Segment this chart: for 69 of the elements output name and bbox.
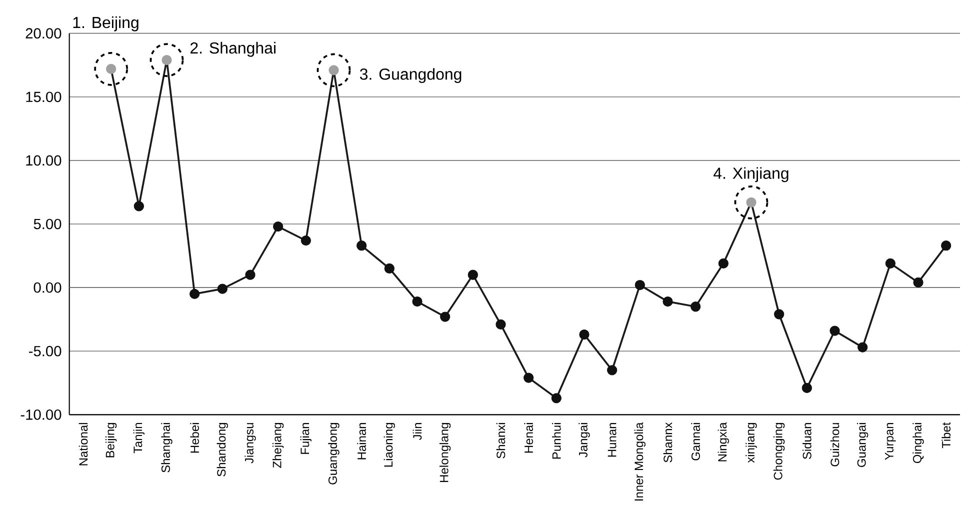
x-tick-label: Inner Mongolia bbox=[634, 422, 646, 500]
x-tick-label: Hebei bbox=[190, 423, 200, 453]
point bbox=[524, 372, 534, 383]
x-tick-label: Liaoning bbox=[384, 422, 396, 467]
point bbox=[690, 302, 701, 312]
x-tick-label: Qinghai bbox=[912, 423, 924, 463]
point bbox=[607, 365, 618, 376]
point bbox=[356, 240, 367, 251]
point bbox=[551, 393, 562, 404]
x-tick-label: Gannai bbox=[691, 423, 700, 460]
x-tick-label: Ningxia bbox=[718, 422, 730, 462]
x-tick-label: Fujian bbox=[300, 422, 312, 454]
point bbox=[496, 319, 506, 330]
x-tick-label: Tibet bbox=[942, 422, 951, 448]
x-tick-label: Shandong bbox=[216, 422, 228, 476]
annotation: 2. Shanghai bbox=[190, 42, 276, 57]
x-tick-label: Jiangsu bbox=[244, 423, 256, 464]
point bbox=[217, 284, 228, 294]
x-tick-label: Zhejiang bbox=[272, 422, 284, 468]
annotation: 4. Xinjiang bbox=[714, 167, 788, 182]
point bbox=[802, 382, 812, 394]
point bbox=[468, 270, 478, 280]
x-tick-label: Chongging bbox=[773, 422, 785, 480]
point bbox=[300, 235, 311, 246]
x-tick-label: Shanxi bbox=[496, 423, 506, 458]
x-tick-label: Shanghai bbox=[161, 423, 172, 472]
x-tick-label: Guangdong bbox=[328, 422, 340, 484]
y-tick-label: 0.00 bbox=[34, 282, 62, 293]
point bbox=[440, 312, 450, 322]
point bbox=[634, 280, 645, 290]
x-tick-label: Hainan bbox=[357, 422, 366, 460]
point bbox=[190, 288, 200, 299]
x-tick-label: Tanjin bbox=[133, 422, 145, 454]
point bbox=[913, 277, 924, 288]
y-tick-label: 20.00 bbox=[26, 28, 62, 39]
point bbox=[273, 221, 284, 232]
x-tick-label: Shannx bbox=[663, 422, 672, 462]
x-tick-label: National bbox=[78, 423, 88, 466]
point bbox=[941, 240, 952, 251]
point bbox=[245, 270, 256, 280]
x-tick-label: Guangai bbox=[856, 423, 868, 467]
x-tick-label: Henai bbox=[524, 423, 534, 453]
point bbox=[662, 296, 673, 307]
point bbox=[384, 263, 394, 274]
point bbox=[718, 258, 728, 268]
x-tick-label: Hunan bbox=[608, 422, 616, 457]
y-tick-label: -10.00 bbox=[20, 409, 62, 420]
point bbox=[830, 326, 840, 336]
y-tick-label: -5.00 bbox=[29, 346, 62, 356]
x-tick-label: xinjiang bbox=[746, 422, 757, 463]
point bbox=[412, 296, 422, 307]
y-tick-label: 15.00 bbox=[26, 92, 62, 102]
annotation: 1. Beijing bbox=[73, 16, 138, 32]
point bbox=[858, 342, 868, 352]
x-tick-label: Yurpan bbox=[885, 422, 896, 460]
x-tick-label: Jangai bbox=[578, 423, 590, 458]
x-tick-label: Helonglang bbox=[439, 423, 451, 482]
y-tick-label: 10.00 bbox=[26, 155, 62, 166]
point bbox=[885, 258, 896, 268]
y-tick-label: 5.00 bbox=[34, 218, 62, 230]
point bbox=[579, 330, 590, 340]
point bbox=[774, 309, 784, 320]
x-tick-label: Siduan bbox=[802, 422, 812, 460]
annotation: 3. Guangdong bbox=[360, 68, 462, 83]
x-tick-label: Jiin bbox=[412, 422, 422, 440]
point bbox=[134, 201, 144, 212]
x-tick-label: Guizhou bbox=[830, 423, 840, 466]
x-tick-label: Beijing bbox=[105, 422, 117, 458]
x-tick-label: Punhui bbox=[552, 423, 561, 459]
